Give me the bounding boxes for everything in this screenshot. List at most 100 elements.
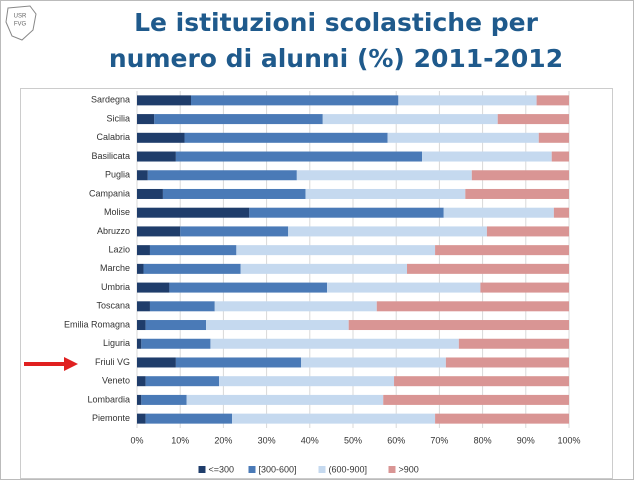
- y-tick-label: Campania: [89, 188, 130, 198]
- legend-swatch: [388, 466, 396, 473]
- y-tick-label: Friuli VG: [95, 357, 130, 367]
- bar-segment: [301, 357, 446, 368]
- logo-shape: [5, 5, 37, 41]
- bar-segment: [184, 132, 388, 143]
- bar-segment: [458, 338, 569, 349]
- bar-segment: [141, 394, 187, 405]
- bar-segment: [551, 151, 569, 162]
- y-tick-label: Toscana: [96, 301, 130, 311]
- y-tick-label: Puglia: [105, 170, 130, 180]
- bar-segment: [322, 114, 498, 125]
- bar-segment: [154, 114, 323, 125]
- x-tick-label: 90%: [517, 435, 535, 445]
- x-tick-label: 80%: [474, 435, 492, 445]
- bar-segment: [180, 226, 289, 237]
- x-tick-label: 60%: [387, 435, 405, 445]
- bar-segment: [471, 170, 569, 181]
- bar-segment: [137, 132, 185, 143]
- bar-segment: [240, 263, 407, 274]
- bar-segment: [465, 188, 569, 199]
- legend-label: (600-900]: [329, 464, 368, 474]
- bar-segment: [175, 357, 302, 368]
- bar-segment: [145, 320, 207, 331]
- bar-segment: [137, 95, 191, 106]
- bar-segment: [186, 394, 384, 405]
- bar-segment: [191, 95, 399, 106]
- bar-segment: [137, 226, 181, 237]
- bar-segment: [137, 357, 176, 368]
- bar-segment: [149, 245, 237, 256]
- y-tick-label: Sicilia: [106, 113, 130, 123]
- y-tick-label: Marche: [100, 263, 130, 273]
- x-tick-label: 10%: [171, 435, 189, 445]
- chart-title: Le istituzioni scolastiche per: [134, 8, 539, 37]
- y-tick-label: Abruzzo: [97, 226, 130, 236]
- bar-segment: [538, 132, 569, 143]
- bar-segment: [210, 338, 459, 349]
- y-tick-label: Lazio: [108, 245, 130, 255]
- y-tick-label: Basilicata: [91, 151, 130, 161]
- bar-segment: [145, 413, 233, 424]
- bar-segment: [149, 301, 215, 312]
- bar-segment: [497, 114, 569, 125]
- bar-segment: [137, 394, 142, 405]
- x-tick-label: 100%: [557, 435, 580, 445]
- bar-segment: [480, 282, 569, 293]
- bar-segment: [422, 151, 552, 162]
- bar-segment: [553, 207, 569, 218]
- bar-segment: [443, 207, 554, 218]
- y-tick-label: Lombardia: [87, 394, 130, 404]
- x-tick-label: 70%: [430, 435, 448, 445]
- bar-segment: [137, 263, 144, 274]
- arrow: [24, 357, 78, 371]
- bar-segment: [137, 413, 146, 424]
- bar-segment: [137, 151, 176, 162]
- bar-segment: [219, 376, 395, 387]
- bar-segment: [137, 282, 170, 293]
- bar-segment: [232, 413, 436, 424]
- bar-segment: [137, 376, 146, 387]
- bar-segment: [162, 188, 306, 199]
- y-tick-label: Emilia Romagna: [64, 319, 130, 329]
- bar-segment: [137, 245, 150, 256]
- legend-swatch: [318, 466, 326, 473]
- legend-swatch: [248, 466, 256, 473]
- bar-segment: [145, 376, 220, 387]
- y-tick-label: Umbria: [101, 282, 130, 292]
- legend-label: <=300: [209, 464, 235, 474]
- x-tick-label: 20%: [214, 435, 232, 445]
- bar-segment: [407, 263, 569, 274]
- bar-segment: [141, 338, 211, 349]
- bar-segment: [137, 188, 163, 199]
- legend-label: [300-600]: [259, 464, 297, 474]
- y-tick-label: Liguria: [103, 338, 130, 348]
- bar-segment: [296, 170, 472, 181]
- bar-segment: [214, 301, 377, 312]
- y-tick-label: Calabria: [96, 132, 130, 142]
- y-tick-label: Sardegna: [91, 95, 130, 105]
- bar-segment: [398, 95, 537, 106]
- legend-swatch: [198, 466, 206, 473]
- bar-segment: [137, 207, 250, 218]
- bar-segment: [327, 282, 481, 293]
- bar-segment: [147, 170, 297, 181]
- x-tick-label: 0%: [130, 435, 143, 445]
- y-tick-label: Veneto: [102, 376, 130, 386]
- bar-segment: [435, 413, 569, 424]
- chart-title: numero di alunni (%) 2011-2012: [109, 44, 563, 73]
- chart-frame: [20, 88, 613, 479]
- bar-segment: [536, 95, 569, 106]
- bar-segment: [175, 151, 423, 162]
- logo-text: USR: [14, 14, 27, 20]
- x-tick-label: 40%: [301, 435, 319, 445]
- bar-segment: [169, 282, 328, 293]
- y-tick-label: Piemonte: [92, 413, 130, 423]
- bar-segment: [394, 376, 569, 387]
- bar-segment: [486, 226, 569, 237]
- bar-segment: [445, 357, 569, 368]
- bar-segment: [137, 338, 142, 349]
- bar-segment: [305, 188, 466, 199]
- bar-segment: [249, 207, 444, 218]
- bar-segment: [236, 245, 436, 256]
